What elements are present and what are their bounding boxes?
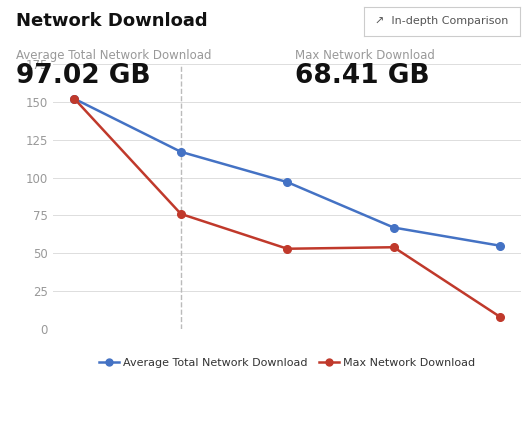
Text: ↗  In-depth Comparison: ↗ In-depth Comparison	[376, 16, 509, 26]
Text: Network Download: Network Download	[16, 12, 207, 30]
Text: Max Network Download: Max Network Download	[295, 49, 435, 62]
Text: Average Total Network Download: Average Total Network Download	[16, 49, 211, 62]
Legend: Average Total Network Download, Max Network Download: Average Total Network Download, Max Netw…	[95, 353, 480, 372]
Text: 97.02 GB: 97.02 GB	[16, 63, 151, 89]
Text: 68.41 GB: 68.41 GB	[295, 63, 430, 89]
